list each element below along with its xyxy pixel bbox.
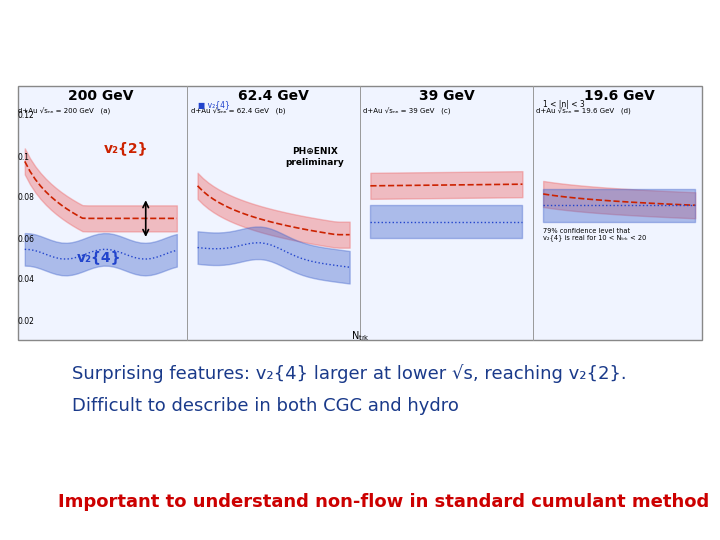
Text: 39 GeV: 39 GeV xyxy=(418,89,474,103)
Text: N$_{\rm trk}$: N$_{\rm trk}$ xyxy=(351,329,369,343)
Text: 200 GeV: 200 GeV xyxy=(68,89,133,103)
Text: 0.04: 0.04 xyxy=(18,275,35,284)
Text: Important to understand non-flow in standard cumulant method: Important to understand non-flow in stan… xyxy=(58,493,709,511)
Text: d+Au √sₙₙ = 39 GeV   (c): d+Au √sₙₙ = 39 GeV (c) xyxy=(364,107,451,115)
Text: v₂{4}: v₂{4} xyxy=(76,250,121,264)
Text: 0.12: 0.12 xyxy=(18,111,35,120)
Text: Surprising features: v₂{4} larger at lower √s, reaching v₂{2}.: Surprising features: v₂{4} larger at low… xyxy=(72,364,626,383)
Text: 19.6 GeV: 19.6 GeV xyxy=(584,89,654,103)
Text: PH⊕ENIX
preliminary: PH⊕ENIX preliminary xyxy=(286,147,344,166)
Text: d+Au √sₙₙ = 19.6 GeV   (d): d+Au √sₙₙ = 19.6 GeV (d) xyxy=(536,107,631,115)
Text: 1 < |n| < 3: 1 < |n| < 3 xyxy=(543,100,585,110)
Text: 0.08: 0.08 xyxy=(18,193,35,202)
Text: 79% confidence level that
v₂{4} is real for 10 < Nₜᵣₖ < 20: 79% confidence level that v₂{4} is real … xyxy=(543,227,647,241)
Text: ■ v₂{4}: ■ v₂{4} xyxy=(197,100,230,110)
Text: d+Au √sₙₙ = 62.4 GeV   (b): d+Au √sₙₙ = 62.4 GeV (b) xyxy=(191,107,285,115)
Text: √s dependence of c₂{4} at RHIC: √s dependence of c₂{4} at RHIC xyxy=(64,18,613,50)
Text: 62.4 GeV: 62.4 GeV xyxy=(238,89,309,103)
Text: 22: 22 xyxy=(679,17,698,32)
Text: 0.02: 0.02 xyxy=(18,318,35,326)
Text: d+Au √sₙₙ = 200 GeV   (a): d+Au √sₙₙ = 200 GeV (a) xyxy=(18,107,110,115)
Text: v₂{2}: v₂{2} xyxy=(104,141,149,156)
Text: Difficult to describe in both CGC and hydro: Difficult to describe in both CGC and hy… xyxy=(72,397,459,415)
Text: 0.06: 0.06 xyxy=(18,235,35,244)
Text: 0.1: 0.1 xyxy=(18,153,30,162)
